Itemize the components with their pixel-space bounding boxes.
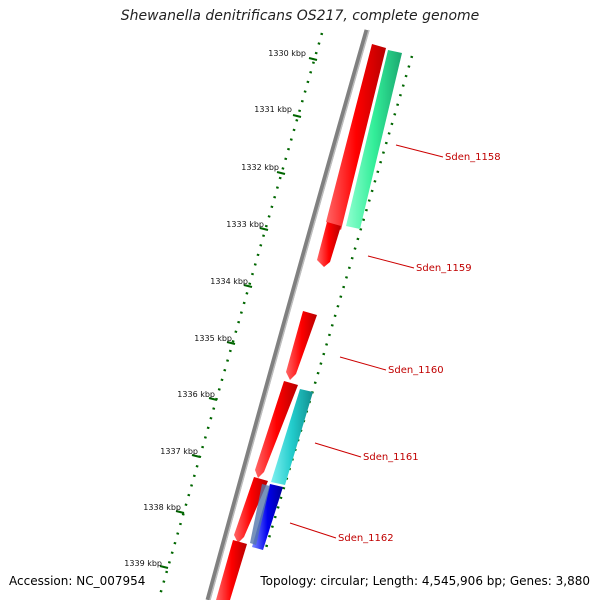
gene-label-sden-1159: Sden_1159 xyxy=(416,263,472,274)
tick-label: 1337 kbp xyxy=(160,447,198,456)
feature-green xyxy=(346,50,402,229)
tick-label: 1336 kbp xyxy=(177,390,215,399)
gene-label-sden-1158: Sden_1158 xyxy=(445,152,501,163)
tick-mark xyxy=(159,565,169,569)
tick-group: 1330 kbp 1331 kbp 1332 kbp 1333 kbp 1334… xyxy=(124,49,318,569)
tick-label: 1334 kbp xyxy=(210,277,248,286)
cds-feature xyxy=(234,477,268,543)
tick-label: 1332 kbp xyxy=(241,163,279,172)
outer-tick-ring xyxy=(264,55,414,549)
tick-mark xyxy=(243,284,253,288)
gene-label-sden-1162: Sden_1162 xyxy=(338,533,394,544)
cds-feature xyxy=(317,222,341,267)
tick-mark xyxy=(292,114,302,118)
cds-feature xyxy=(216,540,247,600)
tick-mark xyxy=(175,510,185,514)
outer-track-features xyxy=(250,50,402,550)
cds-feature xyxy=(255,381,298,478)
forward-strand-features xyxy=(216,44,386,600)
cds-feature xyxy=(286,311,317,380)
tick-label: 1330 kbp xyxy=(268,49,306,58)
cds-feature xyxy=(326,44,386,230)
feature-cyan xyxy=(271,389,313,485)
tick-mark xyxy=(208,397,218,401)
tick-label: 1339 kbp xyxy=(124,559,162,568)
tick-mark xyxy=(259,227,269,231)
tick-mark xyxy=(308,57,318,61)
map-title: Shewanella denitrificans OS217, complete… xyxy=(120,8,480,24)
genome-summary-text: Topology: circular; Length: 4,545,906 bp… xyxy=(260,574,590,588)
tick-mark xyxy=(226,341,236,345)
accession-text: Accession: NC_007954 xyxy=(9,574,146,588)
tick-label: 1331 kbp xyxy=(254,105,292,114)
feature-blue-shade xyxy=(250,484,270,545)
tick-label: 1333 kbp xyxy=(226,220,264,229)
tick-label: 1338 kbp xyxy=(143,503,181,512)
tick-label: 1335 kbp xyxy=(194,334,232,343)
inner-tick-ring xyxy=(158,32,324,596)
gene-label-sden-1160: Sden_1160 xyxy=(388,365,444,376)
gene-label-sden-1161: Sden_1161 xyxy=(363,452,419,463)
tick-mark xyxy=(191,454,201,458)
gene-label-lines xyxy=(289,144,444,539)
tick-mark xyxy=(276,171,286,175)
genome-backbone xyxy=(205,29,370,600)
feature-blue xyxy=(252,484,283,550)
